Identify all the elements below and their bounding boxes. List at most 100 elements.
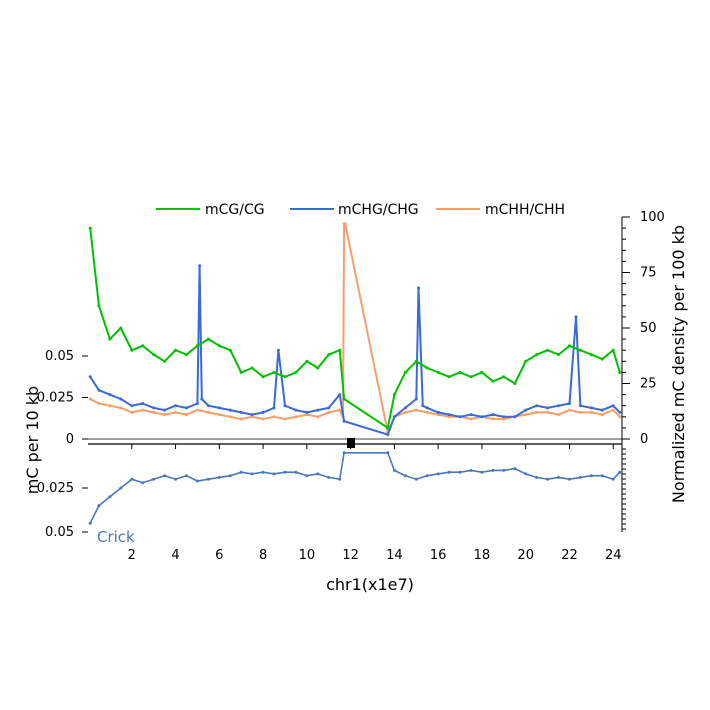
data-point-mchh-chh [524, 413, 528, 417]
data-point-mchg-chg [250, 413, 254, 417]
data-point-mchh-chh [261, 417, 265, 421]
data-point-mchg-chg [88, 375, 92, 379]
data-point-mchg-chg [130, 404, 134, 408]
data-point-mchh-chh [327, 410, 331, 414]
data-point-crick [97, 504, 101, 508]
data-point-mchg-chg [421, 404, 425, 408]
data-point-mchh-chh [283, 417, 287, 421]
right-tick-label: 75 [640, 266, 657, 281]
data-point-mchh-chh [425, 410, 429, 414]
data-point-crick [611, 477, 615, 481]
data-point-mchh-chh [141, 408, 145, 412]
data-point-mchg-chg [618, 410, 622, 414]
data-point-mcg-cg [392, 393, 396, 397]
data-point-crick [185, 474, 188, 478]
data-point-mcg-cg [546, 348, 550, 352]
data-point-mcg-cg [327, 353, 331, 357]
data-point-mchg-chg [141, 402, 145, 405]
data-point-mchh-chh [414, 408, 418, 412]
data-point-crick [327, 475, 331, 479]
data-point-crick [206, 477, 210, 481]
data-point-mcg-cg [294, 370, 298, 374]
data-point-mcg-cg [578, 348, 582, 352]
data-point-mchg-chg [316, 408, 320, 412]
data-point-mchh-chh [578, 410, 582, 414]
data-point-mchh-chh [152, 410, 156, 414]
data-point-mchh-chh [250, 415, 254, 419]
data-point-mchg-chg [338, 393, 342, 397]
data-point-mchg-chg [239, 410, 243, 414]
data-point-crick [480, 470, 484, 474]
data-point-mchg-chg [491, 413, 495, 417]
data-point-mchh-chh [447, 415, 451, 419]
data-point-crick [414, 477, 418, 481]
left-tick-label: 0 [66, 432, 74, 447]
data-point-mcg-cg [250, 366, 254, 370]
data-point-mchg-chg [469, 413, 473, 417]
data-point-crick [141, 481, 145, 485]
data-point-crick [458, 470, 462, 474]
data-point-mcg-cg [217, 344, 221, 348]
x-tick-label: 20 [517, 548, 534, 563]
data-point-mcg-cg [88, 226, 92, 230]
right-tick-label: 25 [640, 377, 657, 392]
data-point-mcg-cg [469, 375, 473, 379]
series-layer [88, 222, 622, 525]
data-point-mchg-chg [119, 397, 123, 401]
data-point-mchh-chh [611, 408, 615, 412]
data-point-mchg-chg [568, 402, 571, 405]
data-point-crick [130, 477, 134, 481]
data-point-mchg-chg [228, 408, 232, 412]
x-tick-label: 22 [561, 548, 578, 563]
data-point-mchg-chg [574, 315, 578, 319]
data-point-mchg-chg [174, 404, 177, 408]
data-point-crick [578, 475, 582, 479]
data-point-mchh-chh [338, 408, 342, 412]
data-point-mchh-chh [403, 410, 407, 414]
x-tick-label: 12 [342, 548, 359, 563]
data-point-mchg-chg [185, 406, 188, 410]
data-point-mcg-cg [185, 353, 188, 357]
data-point-mchh-chh [618, 415, 622, 419]
data-point-mchh-chh [239, 417, 243, 421]
data-point-crick [261, 470, 265, 474]
data-point-mchh-chh [436, 413, 440, 417]
data-point-mchg-chg [436, 410, 440, 414]
data-point-crick [546, 477, 550, 481]
data-point-crick [535, 475, 539, 479]
data-point-mcg-cg [174, 348, 177, 352]
series-line-crick [89, 452, 621, 524]
data-point-mchg-chg [195, 402, 199, 405]
data-point-crick [557, 475, 560, 479]
data-point-mchg-chg [611, 404, 615, 408]
right-tick-label: 0 [640, 432, 648, 447]
data-point-mcg-cg [342, 397, 346, 401]
data-point-mchh-chh [195, 408, 199, 412]
data-point-crick [163, 474, 167, 478]
x-tick-label: 4 [171, 548, 179, 563]
data-point-crick [152, 477, 156, 481]
data-point-mchh-chh [469, 417, 473, 421]
data-point-crick [250, 472, 254, 476]
data-point-mchg-chg [163, 408, 167, 412]
data-point-mchh-chh [228, 415, 232, 419]
centromere-marker [347, 438, 355, 448]
data-point-mchh-chh [272, 415, 276, 419]
data-point-mcg-cg [480, 370, 484, 374]
data-point-mchg-chg [557, 404, 560, 408]
data-point-mchg-chg [305, 410, 309, 414]
data-point-mchh-chh [174, 410, 177, 414]
data-point-mchg-chg [578, 404, 582, 408]
data-point-mchh-chh [343, 222, 347, 226]
data-point-mcg-cg [338, 348, 342, 352]
crick-tick-label: 0.05 [45, 525, 74, 540]
data-point-mchh-chh [185, 413, 188, 417]
data-point-mcg-cg [611, 348, 615, 352]
x-axis-title: chr1(x1e7) [326, 575, 414, 594]
data-point-mcg-cg [386, 426, 390, 430]
data-point-mchg-chg [600, 408, 604, 412]
x-tick-label: 6 [215, 548, 223, 563]
data-point-mchg-chg [502, 415, 506, 419]
